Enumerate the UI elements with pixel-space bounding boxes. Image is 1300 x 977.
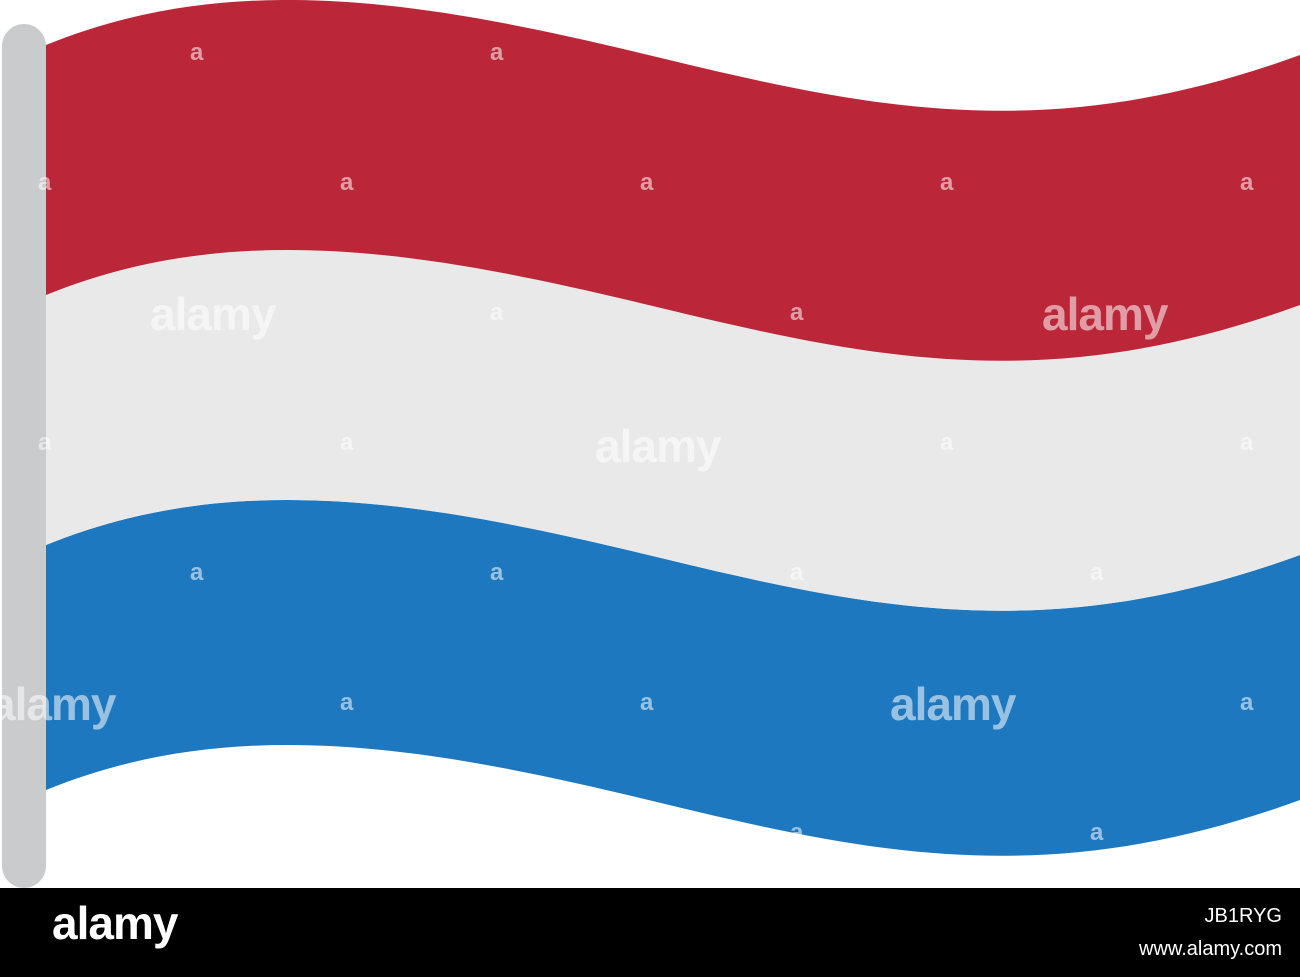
footer-logo: alamy xyxy=(52,897,178,949)
flag-illustration: alamy a xyxy=(0,0,1300,888)
image-id-label: JB1RYG xyxy=(1204,905,1282,927)
stock-footer-bar: alamy JB1RYG www.alamy.com xyxy=(0,888,1300,977)
flag-pole xyxy=(2,24,46,888)
flag-stripe-bottom xyxy=(46,499,1300,856)
flag-stripe-top xyxy=(46,0,1300,361)
site-url-label: www.alamy.com xyxy=(1139,938,1282,960)
